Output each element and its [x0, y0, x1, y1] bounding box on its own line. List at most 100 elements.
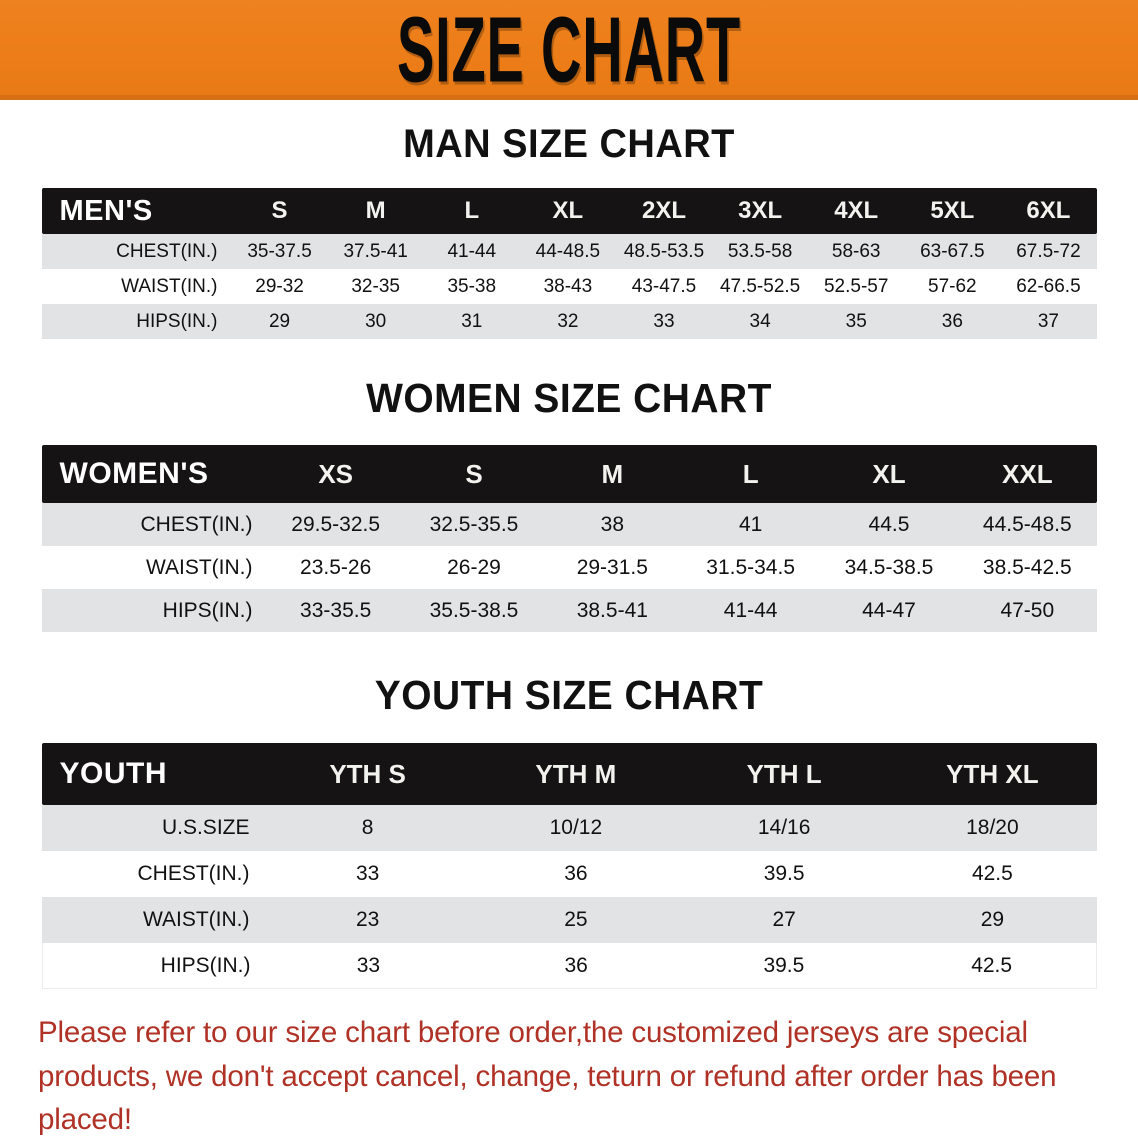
- youth-column-header: YTH S: [329, 758, 406, 789]
- return-policy-note: Please refer to our size chart before or…: [38, 1016, 1057, 1136]
- men-cell: 48.5-53.5: [623, 240, 705, 262]
- men-cell: 35-37.5: [247, 240, 312, 262]
- men-cell: 32-35: [351, 275, 400, 297]
- women-column-header: XS: [318, 458, 353, 489]
- men-column-header: 2XL: [641, 197, 686, 224]
- youth-cell: 27: [772, 908, 796, 931]
- youth-cell: 8: [361, 816, 374, 839]
- youth-row-label: WAIST(IN.): [142, 908, 250, 931]
- youth-corner-label: YOUTH: [59, 757, 167, 790]
- table-row: WAIST(IN.) 23 25 27 29: [41, 897, 1097, 943]
- men-cell: 63-67.5: [920, 240, 985, 262]
- women-cell: 26-29: [447, 555, 501, 579]
- youth-column-header: YTH XL: [946, 758, 1039, 789]
- men-row-label: HIPS(IN.): [136, 310, 218, 332]
- youth-row-label: HIPS(IN.): [160, 953, 251, 977]
- men-cell: 62-66.5: [1016, 275, 1081, 297]
- youth-cell: 36: [564, 953, 588, 977]
- table-row: U.S.SIZE 8 10/12 14/16 18/20: [41, 805, 1097, 851]
- women-cell: 32.5-35.5: [429, 512, 519, 536]
- women-cell: 38.5-41: [576, 598, 648, 622]
- women-cell: 38.5-42.5: [982, 555, 1072, 579]
- women-column-header: M: [601, 458, 624, 489]
- men-cell: 57-62: [928, 275, 977, 297]
- women-corner-label: WOMEN'S: [59, 457, 209, 490]
- youth-column-header: YTH M: [535, 758, 617, 789]
- youth-cell: 10/12: [549, 816, 603, 839]
- women-column-header: XL: [872, 458, 906, 489]
- men-column-header: L: [464, 197, 480, 224]
- youth-row-label: CHEST(IN.): [137, 862, 250, 885]
- men-cell: 32: [557, 310, 579, 332]
- men-cell: 29: [268, 310, 291, 332]
- men-cell: 34: [749, 310, 771, 332]
- women-cell: 23.5-26: [300, 555, 372, 579]
- women-section-title: WOMEN SIZE CHART: [366, 375, 772, 421]
- women-cell: 44.5: [868, 512, 910, 536]
- women-size-table: WOMEN'S XS S M L XL XXL CHEST(IN.) 29.5-…: [41, 445, 1097, 632]
- youth-cell: 25: [564, 908, 588, 931]
- women-cell: 44.5-48.5: [982, 512, 1072, 536]
- men-cell: 38-43: [543, 275, 593, 297]
- table-row: HIPS(IN.) 33 36 39.5 42.5: [41, 943, 1097, 989]
- table-row: WAIST(IN.) 29-32 32-35 35-38 38-43 43-47…: [41, 269, 1097, 304]
- men-column-header: 6XL: [1026, 197, 1071, 224]
- men-cell: 37.5-41: [343, 240, 408, 262]
- men-column-header: 5XL: [930, 197, 975, 224]
- men-cell: 52.5-57: [823, 275, 889, 297]
- men-row-label: CHEST(IN.): [116, 240, 218, 262]
- women-cell: 31.5-34.5: [706, 555, 796, 579]
- women-column-header: L: [742, 458, 759, 489]
- men-column-header: M: [365, 197, 386, 224]
- men-cell: 41-44: [447, 240, 497, 262]
- women-cell: 29-31.5: [576, 555, 648, 579]
- men-cell: 44-48.5: [535, 240, 601, 262]
- page-banner: SIZE CHART: [0, 0, 1138, 100]
- men-cell: 35: [845, 310, 867, 332]
- youth-cell: 39.5: [763, 862, 805, 885]
- men-corner-label: MEN'S: [59, 194, 153, 227]
- men-cell: 33: [653, 310, 675, 332]
- youth-section-title: YOUTH SIZE CHART: [374, 672, 764, 718]
- youth-size-table: YOUTH YTH S YTH M YTH L YTH XL U.S.SIZE …: [41, 743, 1097, 989]
- page-title: SIZE CHART: [397, 0, 741, 102]
- men-cell: 47.5-52.5: [719, 275, 801, 297]
- men-row-label: WAIST(IN.): [121, 275, 218, 297]
- women-cell: 41-44: [723, 598, 778, 622]
- youth-cell: 29: [980, 908, 1005, 931]
- men-column-header: 3XL: [738, 197, 783, 224]
- youth-cell: 18/20: [966, 816, 1019, 839]
- youth-cell: 42.5: [971, 953, 1013, 977]
- men-cell: 35-38: [447, 275, 497, 297]
- men-cell: 53.5-58: [727, 240, 793, 262]
- men-cell: 29-32: [255, 275, 304, 297]
- women-column-header: XXL: [1002, 458, 1053, 489]
- men-size-table: MEN'S S M L XL 2XL 3XL 4XL 5XL 6XL CHEST…: [41, 188, 1097, 339]
- youth-cell: 42.5: [971, 862, 1013, 885]
- man-section-title: MAN SIZE CHART: [403, 122, 735, 166]
- women-cell: 47-50: [1000, 598, 1055, 622]
- women-cell: 29.5-32.5: [291, 512, 381, 536]
- youth-table-header-row: YOUTH YTH S YTH M YTH L YTH XL: [41, 743, 1097, 805]
- men-column-header: S: [271, 197, 288, 224]
- women-table-header-row: WOMEN'S XS S M L XL XXL: [41, 445, 1097, 503]
- women-cell: 33-35.5: [300, 598, 372, 622]
- men-column-header: XL: [552, 197, 584, 224]
- men-column-header: 4XL: [834, 197, 879, 224]
- women-cell: 38: [600, 512, 624, 536]
- men-table-header-row: MEN'S S M L XL 2XL 3XL 4XL 5XL 6XL: [41, 188, 1097, 234]
- women-cell: 35.5-38.5: [429, 598, 519, 622]
- table-row: CHEST(IN.) 35-37.5 37.5-41 41-44 44-48.5…: [41, 234, 1097, 269]
- table-row: CHEST(IN.) 33 36 39.5 42.5: [41, 851, 1097, 897]
- men-cell: 67.5-72: [1016, 240, 1081, 262]
- women-column-header: S: [465, 458, 483, 489]
- youth-column-header: YTH L: [746, 758, 822, 789]
- women-cell: 44-47: [862, 598, 916, 622]
- women-row-label: WAIST(IN.): [145, 555, 253, 579]
- youth-cell: 14/16: [757, 816, 811, 839]
- table-row: WAIST(IN.) 23.5-26 26-29 29-31.5 31.5-34…: [41, 546, 1097, 589]
- table-row: HIPS(IN.) 33-35.5 35.5-38.5 38.5-41 41-4…: [41, 589, 1097, 632]
- women-cell: 41: [738, 512, 763, 536]
- table-row: HIPS(IN.) 29 30 31 32 33 34 35 36 37: [41, 304, 1097, 339]
- youth-cell: 33: [356, 953, 381, 977]
